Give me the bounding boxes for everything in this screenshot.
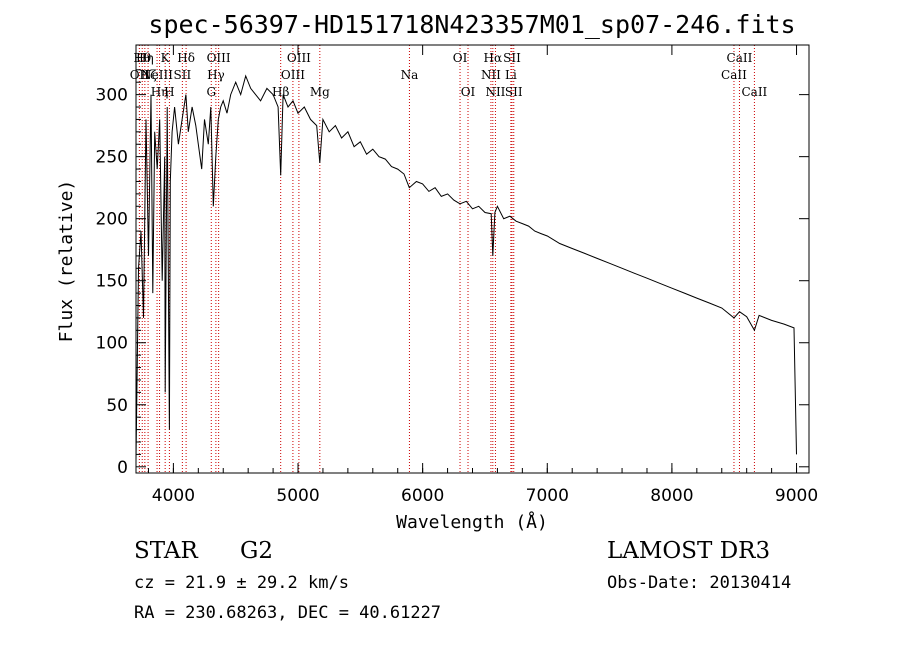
line-label: Hβ: [272, 85, 289, 99]
y-tick-label: 100: [96, 334, 128, 354]
y-tick-label: 0: [117, 458, 128, 478]
x-tick-label: 6000: [401, 486, 444, 506]
line-label: OI: [461, 85, 476, 99]
line-label: SII: [503, 51, 521, 65]
line-label: Mg: [310, 85, 330, 99]
y-tick-label: 150: [96, 272, 128, 292]
y-tick-label: 250: [96, 148, 128, 168]
line-label: Na: [401, 68, 419, 82]
line-label: Li: [505, 68, 517, 82]
line-label: Hη: [136, 51, 154, 65]
line-label: NeIII: [141, 68, 173, 82]
redshift-velocity: cz = 21.9 ± 29.2 km/s: [134, 573, 349, 593]
line-label: OI: [453, 51, 468, 65]
chart-title: spec-56397-HD151718N423357M01_sp07-246.f…: [148, 10, 795, 39]
line-label: NII: [485, 85, 505, 99]
line-label: NII: [481, 68, 501, 82]
line-label: CaII: [727, 51, 753, 65]
x-tick-label: 5000: [276, 486, 319, 506]
x-tick-label: 4000: [152, 486, 195, 506]
object-type: STAR: [134, 538, 198, 564]
line-label: CaII: [741, 85, 767, 99]
y-axis-ticks: 0 50 100 150 200 250 300: [96, 56, 809, 478]
line-label: G: [206, 85, 216, 99]
line-labels: OIIHθHηHζNeIIIHηKHSIIHδGHγOIIIHβOIIIOIII…: [130, 51, 768, 99]
line-label: CaII: [721, 68, 747, 82]
x-tick-label: 9000: [775, 486, 818, 506]
y-tick-label: 200: [96, 210, 128, 230]
x-tick-label: 8000: [650, 486, 693, 506]
observation-date: Obs-Date: 20130414: [607, 573, 792, 593]
line-label: H: [164, 85, 174, 99]
line-label: Hα: [484, 51, 503, 65]
line-label: OIII: [207, 51, 231, 65]
line-label: OII: [130, 68, 150, 82]
line-label: Hθ: [133, 51, 151, 65]
survey-name: LAMOST DR3: [607, 538, 771, 564]
line-label: SII: [505, 85, 523, 99]
line-label: Hζ: [140, 68, 157, 82]
line-label: SII: [174, 68, 192, 82]
x-tick-label: 7000: [526, 486, 569, 506]
y-tick-label: 50: [106, 396, 128, 416]
spectrum-line: [135, 74, 797, 461]
subclass: G2: [240, 538, 274, 564]
y-axis-label: Flux (relative): [56, 180, 77, 343]
line-label: OIII: [287, 51, 311, 65]
coordinates: RA = 230.68263, DEC = 40.61227: [134, 603, 442, 623]
line-label: Hγ: [207, 68, 225, 82]
x-axis-ticks: 4000 5000 6000 7000 8000 9000: [147, 45, 818, 506]
line-label: Hη: [151, 85, 169, 99]
x-axis-label: Wavelength (Å): [396, 511, 548, 533]
line-label: Hδ: [177, 51, 195, 65]
plot-frame: [135, 44, 810, 474]
line-label: K: [161, 51, 171, 65]
line-markers: [138, 45, 755, 473]
line-label: OIII: [281, 68, 305, 82]
y-tick-label: 300: [96, 86, 128, 106]
